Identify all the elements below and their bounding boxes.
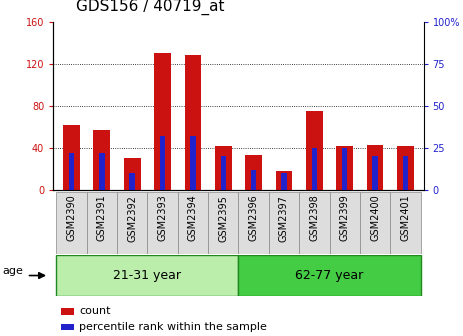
Bar: [360, 192, 390, 254]
Bar: [147, 192, 178, 254]
Text: count: count: [79, 306, 111, 316]
Bar: [124, 158, 141, 190]
Bar: [397, 146, 414, 190]
Bar: [99, 153, 105, 190]
Text: GSM2391: GSM2391: [97, 195, 107, 241]
Bar: [178, 192, 208, 254]
Text: GDS156 / 40719_at: GDS156 / 40719_at: [76, 0, 225, 15]
Text: GSM2393: GSM2393: [157, 195, 168, 241]
Text: GSM2400: GSM2400: [370, 195, 380, 241]
Text: GSM2394: GSM2394: [188, 195, 198, 241]
Bar: [220, 156, 226, 190]
Bar: [390, 192, 420, 254]
Bar: [154, 53, 171, 190]
Bar: [61, 324, 74, 331]
Bar: [330, 192, 360, 254]
Bar: [185, 55, 201, 190]
Text: GSM2395: GSM2395: [218, 195, 228, 242]
Bar: [61, 308, 74, 314]
Bar: [69, 153, 74, 190]
Bar: [117, 192, 147, 254]
Text: GSM2399: GSM2399: [340, 195, 350, 241]
Bar: [403, 156, 408, 190]
Bar: [87, 192, 117, 254]
Bar: [130, 173, 135, 190]
Text: GSM2398: GSM2398: [309, 195, 319, 241]
Bar: [190, 136, 196, 190]
Bar: [238, 192, 269, 254]
Bar: [208, 192, 238, 254]
Bar: [281, 173, 287, 190]
Bar: [306, 111, 323, 190]
Text: percentile rank within the sample: percentile rank within the sample: [79, 322, 267, 332]
Bar: [372, 156, 378, 190]
Text: GSM2390: GSM2390: [67, 195, 76, 241]
Text: GSM2392: GSM2392: [127, 195, 137, 242]
Bar: [251, 170, 257, 190]
Bar: [215, 146, 232, 190]
Bar: [367, 145, 383, 190]
Bar: [56, 255, 238, 296]
Bar: [336, 146, 353, 190]
Text: GSM2396: GSM2396: [249, 195, 259, 241]
Bar: [299, 192, 330, 254]
Bar: [160, 136, 165, 190]
Text: 62-77 year: 62-77 year: [295, 269, 363, 282]
Bar: [342, 148, 347, 190]
Bar: [94, 130, 110, 190]
Text: GSM2397: GSM2397: [279, 195, 289, 242]
Bar: [56, 192, 87, 254]
Bar: [63, 125, 80, 190]
Text: age: age: [3, 266, 24, 277]
Bar: [245, 155, 262, 190]
Text: GSM2401: GSM2401: [400, 195, 410, 241]
Text: 21-31 year: 21-31 year: [113, 269, 181, 282]
Bar: [238, 255, 420, 296]
Bar: [312, 148, 317, 190]
Bar: [269, 192, 299, 254]
Bar: [275, 171, 292, 190]
